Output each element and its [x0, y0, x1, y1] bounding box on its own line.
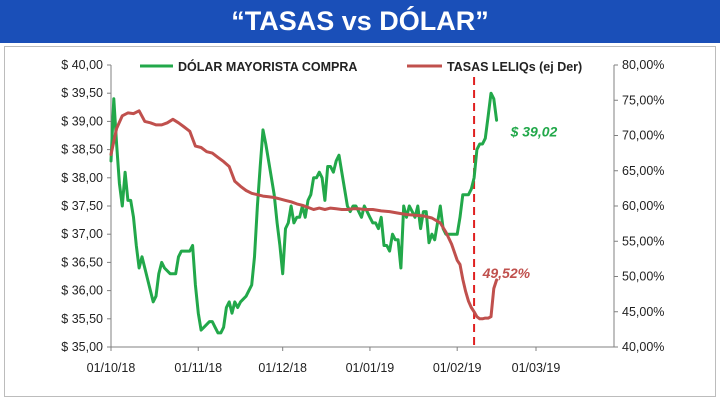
dollar-vs-rates-chart: $ 40,00 $ 39,50 $ 39,00 $ 38,50 $ 38,00 $ 37,…	[61, 58, 664, 375]
left-tick-label: $ 38,50	[61, 143, 103, 157]
left-tick-label: $ 37,50	[61, 199, 103, 213]
right-tick-label: 50,00%	[622, 270, 664, 284]
left-tick-label: $ 39,50	[61, 86, 103, 100]
left-tick-label: $ 40,00	[61, 58, 103, 72]
x-tick-label: 01/12/18	[258, 361, 307, 375]
x-tick-label: 01/01/19	[346, 361, 395, 375]
x-tick-label: 01/11/18	[174, 361, 222, 375]
leliq-rate-series-line	[109, 109, 499, 321]
title-bar: “TASAS vs DÓLAR”	[0, 0, 720, 43]
right-tick-label: 70,00%	[622, 129, 664, 143]
left-tick-label: $ 37,00	[61, 227, 103, 241]
right-tick-label: 60,00%	[622, 199, 664, 213]
x-tick-label: 01/10/18	[87, 361, 136, 375]
x-tick-label: 01/03/19	[512, 361, 561, 375]
dollar-series-line	[109, 91, 499, 335]
left-tick-label: $ 35,50	[61, 312, 103, 326]
dollar-end-label: $ 39,02	[510, 123, 558, 139]
chart-frame: $ 40,00 $ 39,50 $ 39,00 $ 38,50 $ 38,00 $ 37,…	[4, 46, 716, 397]
right-tick-label: 65,00%	[622, 164, 664, 178]
right-tick-label: 80,00%	[622, 58, 664, 72]
legend-label-dollar: DÓLAR MAYORISTA COMPRA	[178, 59, 357, 74]
left-tick-label: $ 35,00	[61, 340, 103, 354]
right-tick-label: 45,00%	[622, 305, 664, 319]
right-tick-label: 40,00%	[622, 340, 664, 354]
right-tick-label: 55,00%	[622, 234, 664, 248]
chart-title: “TASAS vs DÓLAR”	[231, 6, 489, 36]
left-tick-label: $ 36,50	[61, 255, 103, 269]
legend-label-leliq: TASAS LELIQs (ej Der)	[447, 60, 582, 74]
left-tick-label: $ 39,00	[61, 114, 103, 128]
leliq-end-label: 49,52%	[482, 265, 531, 281]
x-tick-label: 01/02/19	[433, 361, 482, 375]
left-tick-label: $ 38,00	[61, 171, 103, 185]
left-tick-label: $ 36,00	[61, 284, 103, 298]
right-tick-label: 75,00%	[622, 93, 664, 107]
